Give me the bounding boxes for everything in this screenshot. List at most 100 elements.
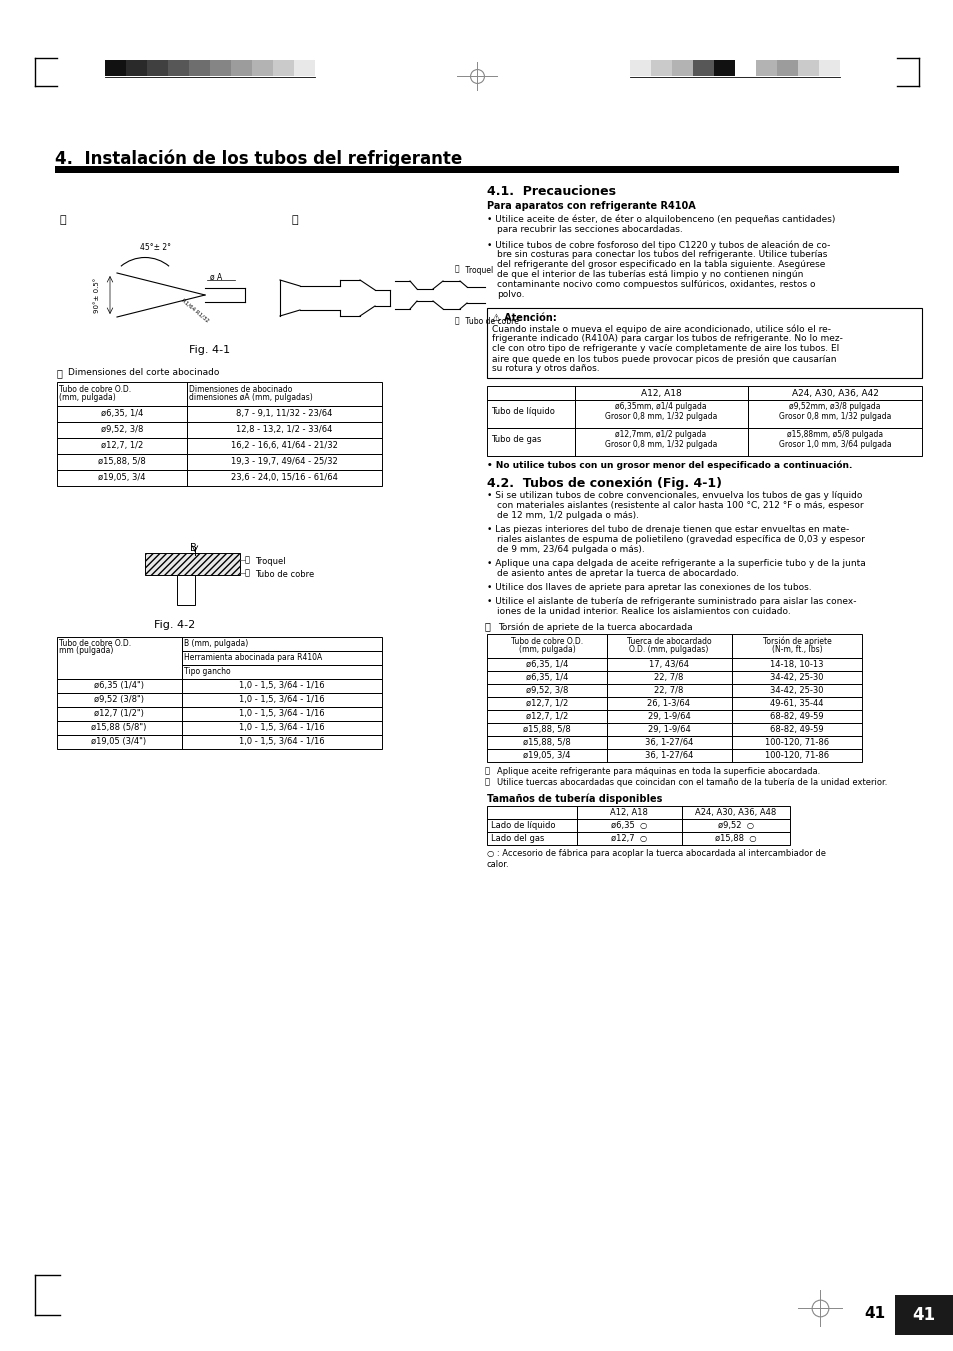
Text: Lado del gas: Lado del gas (491, 834, 544, 843)
Bar (231, 59, 252, 76)
Bar (57, 707, 182, 721)
Text: 41: 41 (911, 1306, 935, 1324)
Text: 1,0 - 1,5, 3/64 - 1/16: 1,0 - 1,5, 3/64 - 1/16 (239, 694, 324, 704)
Text: Tubo de cobre: Tubo de cobre (462, 317, 518, 326)
Bar (57, 422, 187, 438)
Text: 17, 43/64: 17, 43/64 (648, 661, 688, 669)
Text: aire que quede en los tubos puede provocar picos de presión que causarían: aire que quede en los tubos puede provoc… (492, 354, 836, 363)
Text: ø15,88, 5/8: ø15,88, 5/8 (522, 738, 570, 747)
Bar (797, 59, 818, 76)
Text: ø12,7, 1/2: ø12,7, 1/2 (101, 440, 143, 450)
Bar (681, 832, 789, 844)
Text: • Utilice el aislante de tubería de refrigerante suministrado para aislar las co: • Utilice el aislante de tubería de refr… (486, 597, 856, 607)
Bar (606, 634, 731, 658)
Bar (57, 454, 187, 470)
Text: 29, 1-9/64: 29, 1-9/64 (647, 712, 690, 721)
Text: ø15,88  ○: ø15,88 ○ (715, 834, 756, 843)
Text: ⓕ: ⓕ (455, 316, 458, 326)
Text: ø6,35, 1/4: ø6,35, 1/4 (101, 409, 143, 417)
Text: ø9,52mm, ø3/8 pulgada: ø9,52mm, ø3/8 pulgada (788, 403, 880, 411)
Text: 16,2 - 16,6, 41/64 - 21/32: 16,2 - 16,6, 41/64 - 21/32 (231, 440, 337, 450)
Text: A12, A18: A12, A18 (640, 389, 680, 399)
Text: 68-82, 49-59: 68-82, 49-59 (769, 712, 823, 721)
Text: calor.: calor. (486, 861, 509, 869)
Bar (187, 422, 381, 438)
Bar (731, 684, 862, 697)
Text: 34-42, 25-30: 34-42, 25-30 (769, 673, 822, 682)
Bar (57, 735, 182, 748)
Text: Troquel: Troquel (254, 557, 285, 566)
Text: ø19,05 (3/4"): ø19,05 (3/4") (91, 738, 147, 746)
Text: 1,0 - 1,5, 3/64 - 1/16: 1,0 - 1,5, 3/64 - 1/16 (239, 723, 324, 732)
Bar (671, 59, 692, 76)
Text: 49-61, 35-44: 49-61, 35-44 (769, 698, 822, 708)
Text: Para aparatos con refrigerante R410A: Para aparatos con refrigerante R410A (486, 201, 695, 211)
Bar (187, 438, 381, 454)
Text: ø6,35, 1/4: ø6,35, 1/4 (525, 661, 568, 669)
Text: su rotura y otros daños.: su rotura y otros daños. (492, 363, 599, 373)
Text: Ⓐ: Ⓐ (57, 367, 63, 378)
Text: Tubo de cobre O.D.: Tubo de cobre O.D. (59, 639, 131, 648)
Bar (650, 59, 671, 76)
Text: 22, 7/8: 22, 7/8 (654, 673, 683, 682)
Bar (182, 665, 381, 680)
Bar (731, 748, 862, 762)
Text: O.D. (mm, pulgadas): O.D. (mm, pulgadas) (629, 644, 708, 654)
Bar (606, 671, 731, 684)
Text: dimensiones øA (mm, pulgadas): dimensiones øA (mm, pulgadas) (189, 393, 313, 403)
Text: 36, 1-27/64: 36, 1-27/64 (644, 751, 693, 761)
Text: ø6,35, 1/4: ø6,35, 1/4 (525, 673, 568, 682)
Text: B: B (190, 543, 196, 553)
Bar (731, 658, 862, 671)
Text: 19,3 - 19,7, 49/64 - 25/32: 19,3 - 19,7, 49/64 - 25/32 (231, 457, 337, 466)
Bar (747, 386, 921, 400)
Bar (294, 59, 314, 76)
Text: 1,0 - 1,5, 3/64 - 1/16: 1,0 - 1,5, 3/64 - 1/16 (239, 709, 324, 717)
Text: ø12,7 (1/2"): ø12,7 (1/2") (94, 709, 144, 717)
Bar (55, 166, 898, 173)
Text: 12,8 - 13,2, 1/2 - 33/64: 12,8 - 13,2, 1/2 - 33/64 (235, 426, 332, 434)
Text: Grosor 0,8 mm, 1/32 pulgada: Grosor 0,8 mm, 1/32 pulgada (604, 412, 717, 422)
Text: ⓕ: ⓕ (245, 569, 250, 577)
Text: 29, 1-9/64: 29, 1-9/64 (647, 725, 690, 734)
Bar (731, 711, 862, 723)
Text: ø15,88, 5/8: ø15,88, 5/8 (522, 725, 570, 734)
Text: 26, 1-3/64: 26, 1-3/64 (647, 698, 690, 708)
Bar (575, 428, 747, 457)
Text: de 9 mm, 23/64 pulgada o más).: de 9 mm, 23/64 pulgada o más). (497, 544, 644, 554)
Text: Cuando instale o mueva el equipo de aire acondicionado, utilice sólo el re-: Cuando instale o mueva el equipo de aire… (492, 324, 830, 334)
Text: ø19,05, 3/4: ø19,05, 3/4 (522, 751, 570, 761)
Bar (731, 697, 862, 711)
Text: ø15,88, 5/8: ø15,88, 5/8 (98, 457, 146, 466)
Bar (168, 59, 189, 76)
Text: Aplique aceite refrigerante para máquinas en toda la superficie abocardada.: Aplique aceite refrigerante para máquina… (497, 767, 820, 775)
Bar (252, 59, 273, 76)
Text: 34-42, 25-30: 34-42, 25-30 (769, 686, 822, 694)
Bar (629, 59, 650, 76)
Bar (182, 680, 381, 693)
Text: Torsión de apriete de la tuerca abocardada: Torsión de apriete de la tuerca abocarda… (497, 621, 692, 631)
Text: contaminante nocivo como compuestos sulfúricos, oxidantes, restos o: contaminante nocivo como compuestos sulf… (497, 280, 815, 289)
Text: Grosor 0,8 mm, 1/32 pulgada: Grosor 0,8 mm, 1/32 pulgada (604, 440, 717, 449)
Bar (776, 59, 797, 76)
Text: 1,0 - 1,5, 3/64 - 1/16: 1,0 - 1,5, 3/64 - 1/16 (239, 738, 324, 746)
Bar (145, 553, 240, 576)
Text: Troquel: Troquel (462, 266, 493, 276)
Bar (894, 1296, 953, 1335)
Text: B (mm, pulgada): B (mm, pulgada) (184, 639, 248, 648)
Text: • Las piezas interiores del tubo de drenaje tienen que estar envueltas en mate-: • Las piezas interiores del tubo de dren… (486, 526, 848, 534)
Text: 68-82, 49-59: 68-82, 49-59 (769, 725, 823, 734)
Bar (105, 59, 126, 76)
Bar (731, 671, 862, 684)
Text: ø12,7, 1/2: ø12,7, 1/2 (525, 698, 568, 708)
Bar (182, 735, 381, 748)
Bar (486, 658, 606, 671)
Bar (57, 638, 182, 680)
Text: • Utilice tubos de cobre fosforoso del tipo C1220 y tubos de aleación de co-: • Utilice tubos de cobre fosforoso del t… (486, 240, 829, 250)
Text: Tuerca de abocardado: Tuerca de abocardado (626, 638, 711, 646)
Bar (57, 693, 182, 707)
Text: ø9,52 (3/8"): ø9,52 (3/8") (94, 694, 144, 704)
Bar (210, 59, 231, 76)
Text: de que el interior de las tuberías está limpio y no contienen ningún: de que el interior de las tuberías está … (497, 270, 802, 280)
Bar (755, 59, 776, 76)
